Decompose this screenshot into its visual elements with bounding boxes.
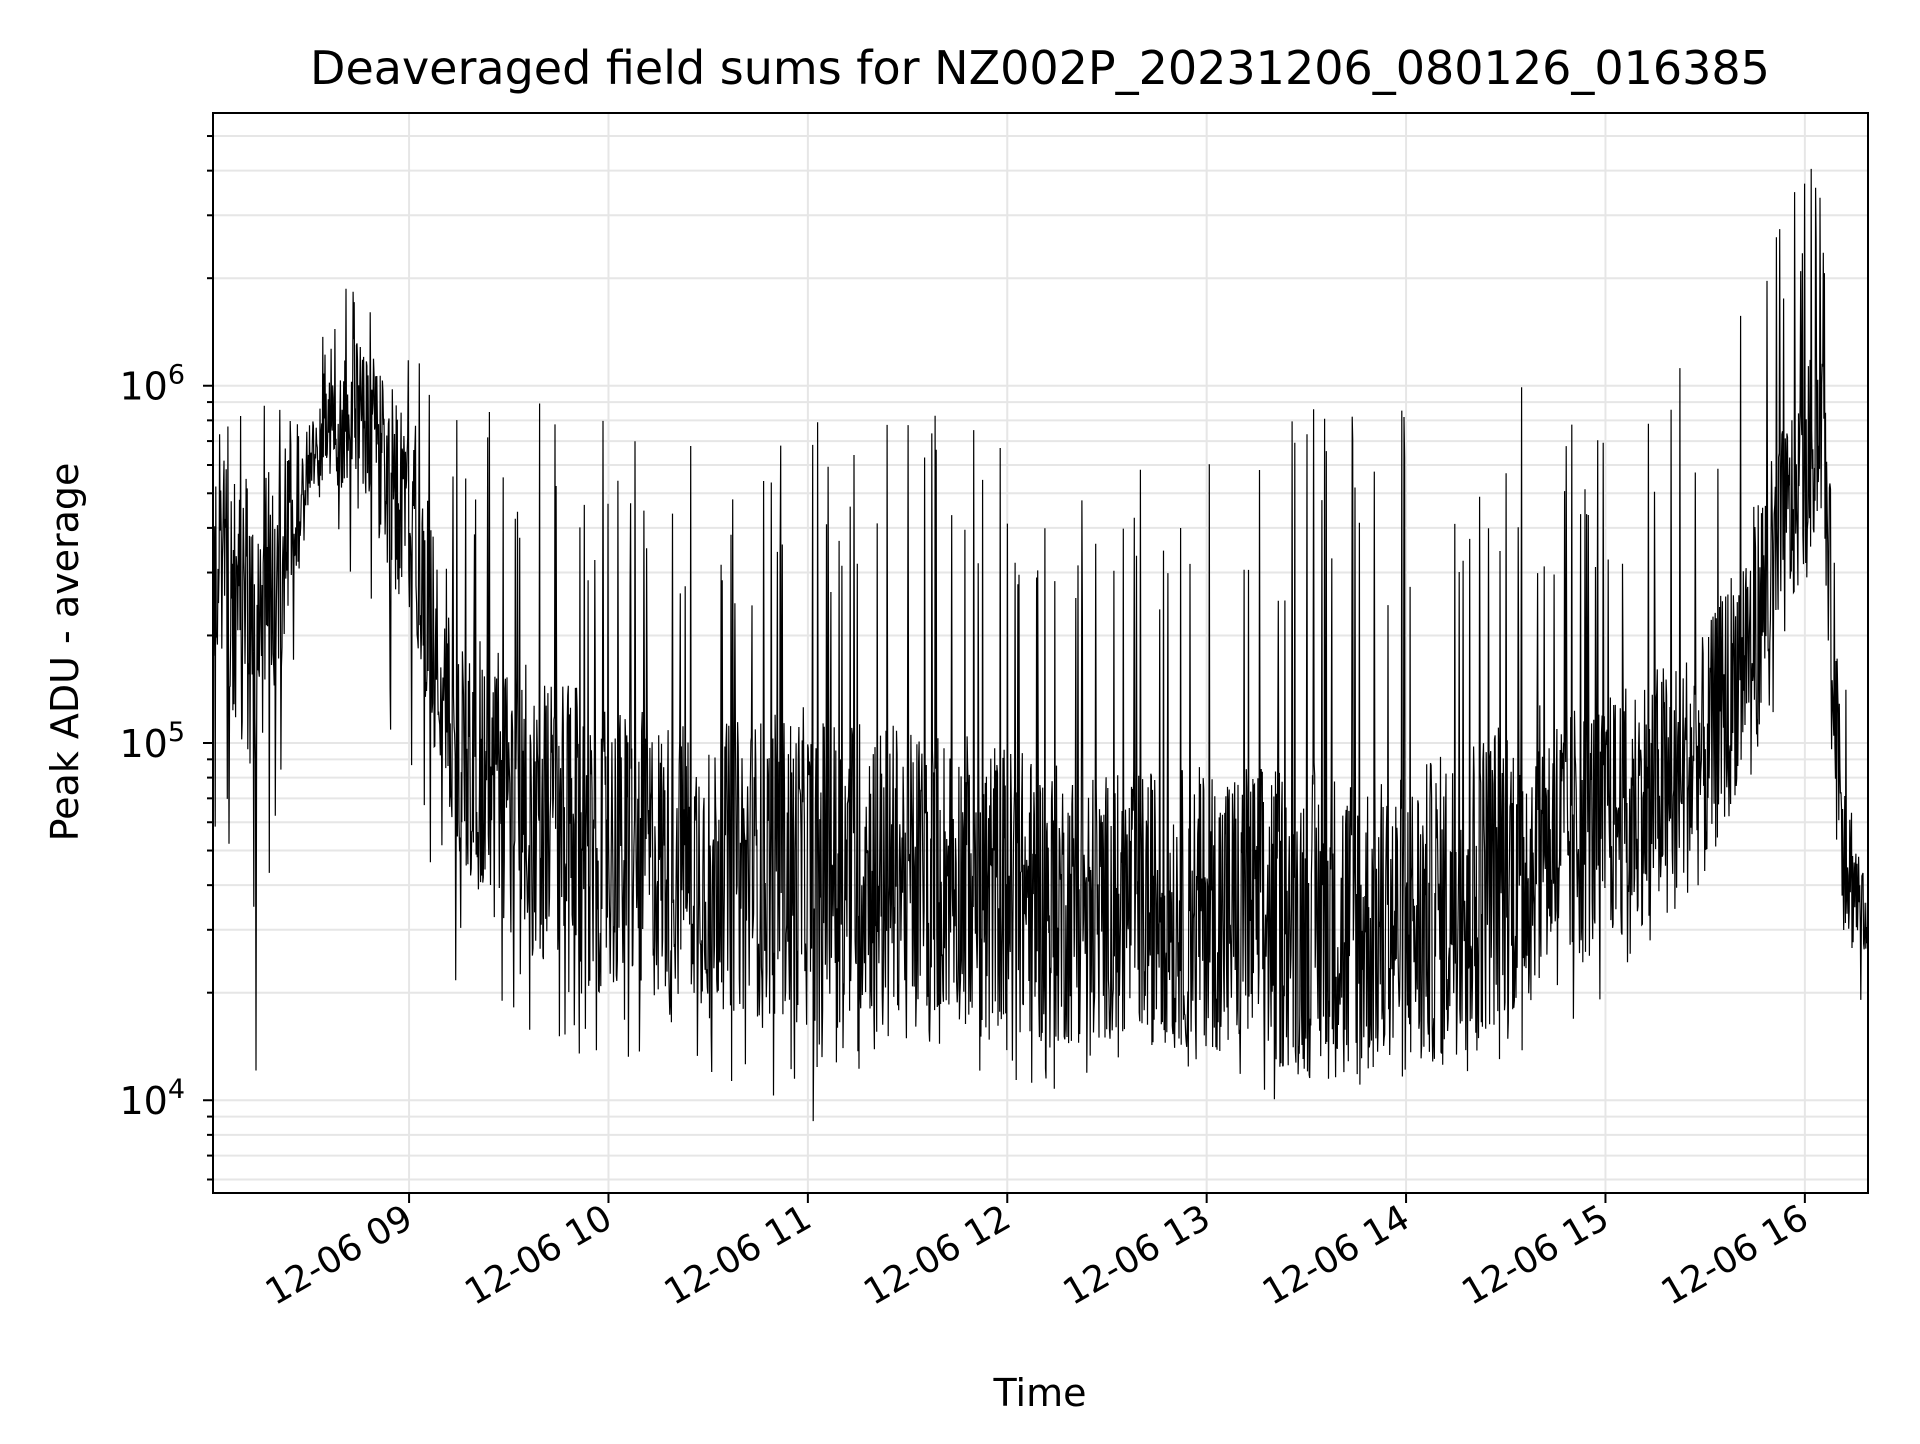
series-layer <box>212 168 1869 1122</box>
series-line <box>212 168 1869 1122</box>
x-axis-label: Time <box>993 1371 1087 1415</box>
y-tick-label: 104 <box>119 1074 185 1123</box>
y-tick-label: 105 <box>119 717 185 766</box>
axes <box>212 112 1869 1194</box>
chart-title: Deaveraged field sums for NZ002P_2023120… <box>310 41 1770 95</box>
y-axis-label: Peak ADU - average <box>43 463 87 842</box>
y-ticks: 104 105 106 <box>119 135 213 1181</box>
y-tick-label: 106 <box>119 360 185 409</box>
plot-frame <box>212 112 1869 1194</box>
